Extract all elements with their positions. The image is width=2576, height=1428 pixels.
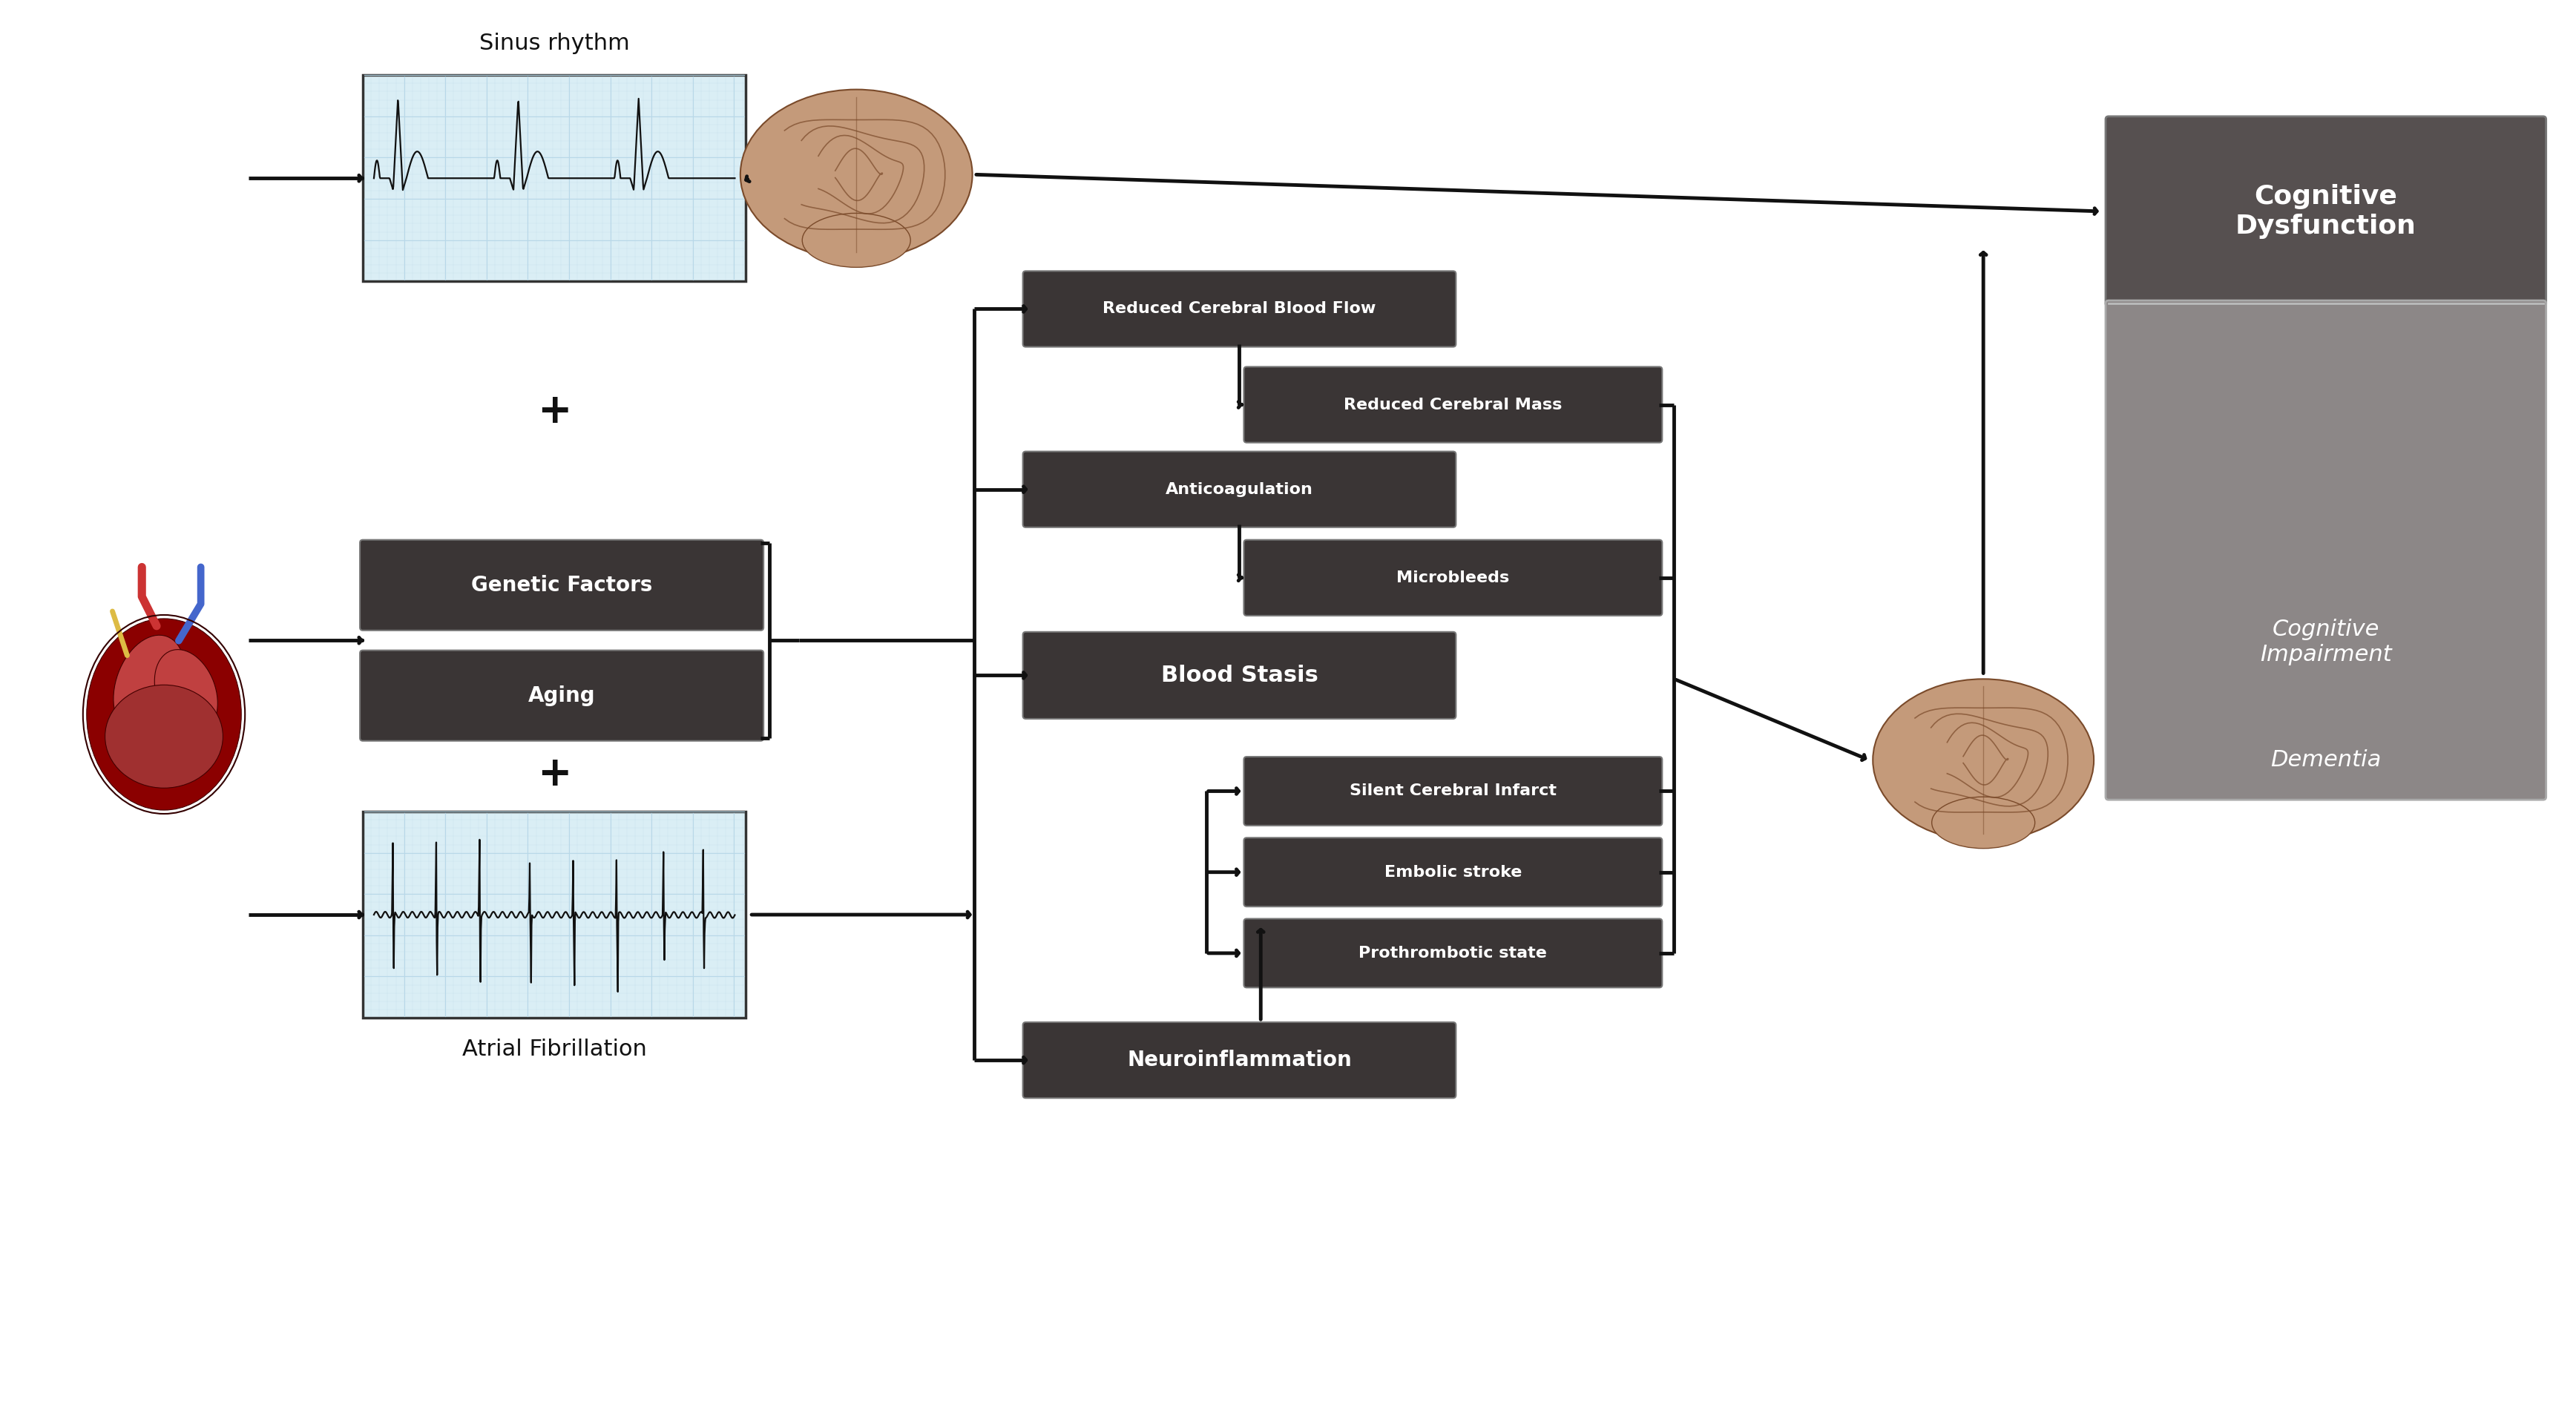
Text: Embolic stroke: Embolic stroke bbox=[1383, 865, 1522, 880]
Ellipse shape bbox=[106, 685, 224, 788]
Text: Neuroinflammation: Neuroinflammation bbox=[1128, 1050, 1352, 1071]
Ellipse shape bbox=[155, 650, 216, 735]
Text: Blood Stasis: Blood Stasis bbox=[1162, 664, 1319, 685]
Ellipse shape bbox=[113, 635, 185, 734]
FancyBboxPatch shape bbox=[1023, 631, 1455, 718]
FancyBboxPatch shape bbox=[1244, 757, 1662, 825]
Text: Silent Cerebral Infarct: Silent Cerebral Infarct bbox=[1350, 784, 1556, 798]
Text: Reduced Cerebral Blood Flow: Reduced Cerebral Blood Flow bbox=[1103, 301, 1376, 317]
FancyBboxPatch shape bbox=[361, 650, 762, 741]
Text: Microbleeds: Microbleeds bbox=[1396, 570, 1510, 585]
FancyBboxPatch shape bbox=[1023, 451, 1455, 527]
Text: Cognitive
Impairment: Cognitive Impairment bbox=[2259, 618, 2391, 665]
Ellipse shape bbox=[1873, 680, 2094, 841]
FancyBboxPatch shape bbox=[1023, 1022, 1455, 1098]
Text: Prothrombotic state: Prothrombotic state bbox=[1358, 945, 1548, 961]
Text: Anticoagulation: Anticoagulation bbox=[1164, 483, 1314, 497]
Text: Atrial Fibrillation: Atrial Fibrillation bbox=[461, 1038, 647, 1060]
FancyBboxPatch shape bbox=[2105, 116, 2545, 307]
FancyBboxPatch shape bbox=[363, 76, 747, 281]
FancyBboxPatch shape bbox=[1023, 271, 1455, 347]
Text: +: + bbox=[538, 755, 572, 795]
Ellipse shape bbox=[1932, 797, 2035, 848]
Ellipse shape bbox=[739, 90, 971, 260]
Text: Sinus rhythm: Sinus rhythm bbox=[479, 33, 629, 54]
FancyBboxPatch shape bbox=[363, 811, 747, 1018]
FancyBboxPatch shape bbox=[1244, 838, 1662, 907]
Text: Dementia: Dementia bbox=[2269, 750, 2380, 771]
Text: Genetic Factors: Genetic Factors bbox=[471, 574, 652, 595]
FancyBboxPatch shape bbox=[2105, 300, 2545, 800]
Ellipse shape bbox=[801, 213, 909, 267]
FancyBboxPatch shape bbox=[1244, 918, 1662, 988]
FancyBboxPatch shape bbox=[1244, 540, 1662, 615]
FancyBboxPatch shape bbox=[361, 540, 762, 630]
Text: Cognitive
Dysfunction: Cognitive Dysfunction bbox=[2236, 184, 2416, 238]
FancyBboxPatch shape bbox=[1244, 367, 1662, 443]
Ellipse shape bbox=[88, 618, 242, 810]
Text: Reduced Cerebral Mass: Reduced Cerebral Mass bbox=[1345, 397, 1561, 413]
Text: +: + bbox=[538, 393, 572, 433]
Text: Aging: Aging bbox=[528, 685, 595, 705]
